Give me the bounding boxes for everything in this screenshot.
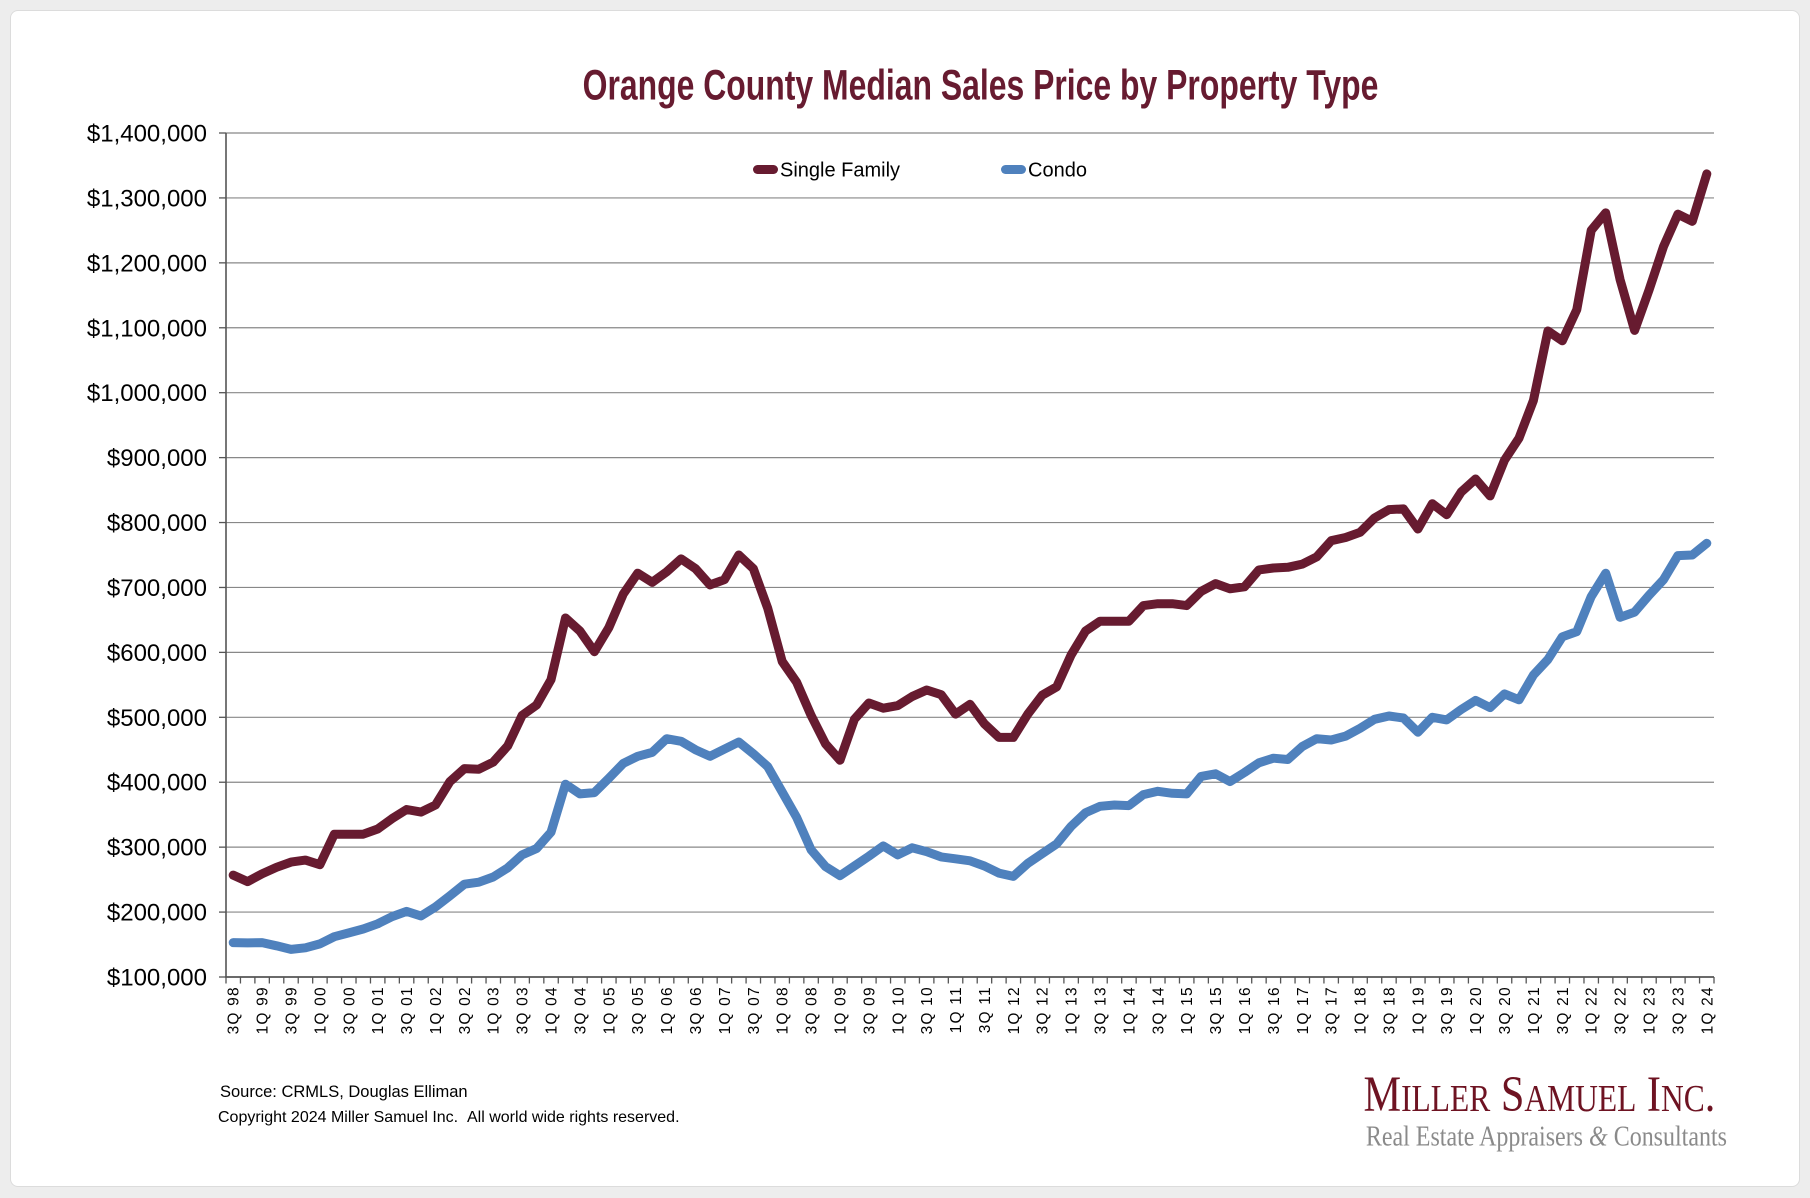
svg-text:1Q 05: 1Q 05 [601,986,618,1034]
svg-text:1Q 02: 1Q 02 [428,986,445,1034]
svg-text:3Q 13: 3Q 13 [1093,986,1110,1034]
svg-text:3Q 23: 3Q 23 [1670,986,1687,1034]
svg-text:Copyright 2024 Miller Samuel I: Copyright 2024 Miller Samuel Inc. All wo… [218,1109,680,1126]
svg-text:1Q 15: 1Q 15 [1179,986,1196,1034]
svg-text:3Q 03: 3Q 03 [515,986,532,1034]
svg-text:3Q 99: 3Q 99 [284,986,301,1034]
svg-text:3Q 98: 3Q 98 [226,986,243,1034]
svg-text:1Q 13: 1Q 13 [1064,986,1081,1034]
svg-text:$1,300,000: $1,300,000 [87,185,207,212]
svg-text:1Q 04: 1Q 04 [544,986,561,1034]
svg-text:1Q 19: 1Q 19 [1410,986,1427,1034]
svg-text:Single Family: Single Family [780,160,900,182]
svg-text:1Q 14: 1Q 14 [1121,986,1138,1034]
svg-text:3Q 16: 3Q 16 [1266,986,1283,1034]
svg-text:1Q 23: 1Q 23 [1642,986,1659,1034]
svg-text:1Q 10: 1Q 10 [890,986,907,1034]
svg-text:3Q 15: 3Q 15 [1208,986,1225,1034]
svg-text:MILLER SAMUEL INC.: MILLER SAMUEL INC. [1363,1066,1715,1123]
svg-text:$1,100,000: $1,100,000 [87,315,207,342]
svg-text:$200,000: $200,000 [107,900,207,927]
svg-text:3Q 06: 3Q 06 [688,986,705,1034]
svg-text:3Q 12: 3Q 12 [1035,986,1052,1034]
svg-text:1Q 99: 1Q 99 [255,986,272,1034]
svg-text:3Q 20: 3Q 20 [1497,986,1514,1034]
svg-text:Orange County Median Sales Pri: Orange County Median Sales Price by Prop… [583,62,1379,110]
svg-text:1Q 09: 1Q 09 [833,986,850,1034]
svg-text:1Q 01: 1Q 01 [370,986,387,1034]
svg-text:1Q 00: 1Q 00 [312,986,329,1034]
svg-text:3Q 17: 3Q 17 [1324,986,1341,1034]
svg-text:$700,000: $700,000 [107,575,207,602]
svg-text:1Q 21: 1Q 21 [1526,986,1543,1034]
svg-text:3Q 07: 3Q 07 [746,986,763,1034]
svg-text:1Q 18: 1Q 18 [1353,986,1370,1034]
svg-text:3Q 22: 3Q 22 [1613,986,1630,1034]
svg-text:Condo: Condo [1028,160,1087,182]
svg-text:1Q 11: 1Q 11 [948,986,965,1033]
svg-text:3Q 10: 3Q 10 [919,986,936,1034]
svg-text:3Q 01: 3Q 01 [399,986,416,1034]
svg-text:3Q 21: 3Q 21 [1555,986,1572,1034]
svg-text:$1,200,000: $1,200,000 [87,250,207,277]
svg-text:3Q 09: 3Q 09 [861,986,878,1034]
svg-text:$1,000,000: $1,000,000 [87,380,207,407]
svg-text:3Q 19: 3Q 19 [1439,986,1456,1034]
svg-text:3Q 04: 3Q 04 [572,986,589,1034]
svg-text:$1,400,000: $1,400,000 [87,121,207,148]
svg-text:1Q 22: 1Q 22 [1584,986,1601,1034]
svg-text:Real Estate Appraisers & Consu: Real Estate Appraisers & Consultants [1366,1119,1727,1152]
svg-text:$300,000: $300,000 [107,835,207,862]
svg-text:Source: CRMLS, Douglas Elliman: Source: CRMLS, Douglas Elliman [220,1083,468,1101]
svg-text:1Q 07: 1Q 07 [717,986,734,1034]
svg-text:$900,000: $900,000 [107,445,207,472]
svg-text:1Q 17: 1Q 17 [1295,986,1312,1034]
svg-text:$600,000: $600,000 [107,640,207,667]
svg-text:3Q 08: 3Q 08 [804,986,821,1034]
svg-text:3Q 11: 3Q 11 [977,986,994,1033]
svg-text:3Q 02: 3Q 02 [457,986,474,1034]
svg-text:3Q 00: 3Q 00 [341,986,358,1034]
svg-text:3Q 18: 3Q 18 [1382,986,1399,1034]
svg-text:3Q 05: 3Q 05 [630,986,647,1034]
svg-text:1Q 12: 1Q 12 [1006,986,1023,1034]
svg-text:$800,000: $800,000 [107,510,207,537]
svg-text:1Q 03: 1Q 03 [486,986,503,1034]
svg-text:1Q 08: 1Q 08 [775,986,792,1034]
svg-text:1Q 06: 1Q 06 [659,986,676,1034]
svg-text:1Q 24: 1Q 24 [1699,986,1716,1034]
svg-text:$100,000: $100,000 [107,965,207,992]
svg-text:$500,000: $500,000 [107,705,207,732]
svg-text:1Q 16: 1Q 16 [1237,986,1254,1034]
svg-text:$400,000: $400,000 [107,770,207,797]
svg-text:3Q 14: 3Q 14 [1150,986,1167,1034]
svg-text:1Q 20: 1Q 20 [1468,986,1485,1034]
